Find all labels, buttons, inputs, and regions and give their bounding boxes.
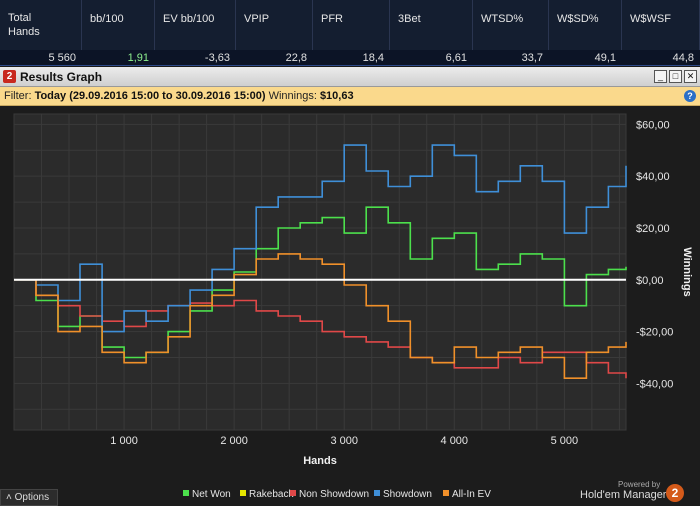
stats-value-2: -3,63 (204, 52, 230, 64)
options-button[interactable]: ˄ Options (0, 489, 58, 506)
restore-button[interactable]: □ (669, 70, 682, 83)
stats-header-4[interactable]: PFR (313, 0, 390, 50)
stats-header-1[interactable]: bb/100 (82, 0, 155, 50)
series-line-showdown (14, 144, 627, 333)
window-title: Results Graph (20, 70, 103, 84)
series-line-net-won (14, 206, 627, 359)
stats-header-0[interactable]: Total Hands (0, 0, 82, 50)
legend-swatch-3 (374, 490, 380, 496)
winnings-value: $10,63 (319, 90, 354, 102)
stats-value-6: 33,7 (521, 52, 543, 64)
legend-label-0: Net Won (192, 489, 231, 500)
app-logo-icon: 2 (3, 70, 16, 83)
legend-label-1: Rakeback (249, 489, 294, 500)
x-tick-label: 3 000 (330, 435, 358, 447)
stats-values-row: 5 560 1,91 -3,63 22,8 18,4 6,61 33,7 49,1 44,8 (0, 50, 700, 66)
legend-label-2: Non Showdown (299, 489, 369, 500)
y-axis-label: Winnings (681, 247, 693, 296)
legend-swatch-1 (240, 490, 246, 496)
stats-header-7[interactable]: W$SD% (549, 0, 622, 50)
stats-value-5: 6,61 (445, 52, 467, 64)
filter-bar: Filter: Today (29.09.2016 15:00 to 30.09… (0, 87, 700, 106)
y-tick-label: -$40,00 (636, 378, 673, 390)
stats-header-2[interactable]: EV bb/100 (155, 0, 236, 50)
stats-value-0: 5 560 (48, 52, 76, 64)
options-label: Options (14, 492, 50, 503)
legend-label-4: All-In EV (452, 489, 491, 500)
stats-value-3: 22,8 (285, 52, 307, 64)
x-tick-label: 4 000 (441, 435, 469, 447)
filter-range[interactable]: Today (29.09.2016 15:00 to 30.09.2016 15… (34, 90, 266, 102)
series-line-all-in-ev (14, 253, 627, 379)
stats-header-6[interactable]: WTSD% (473, 0, 549, 50)
legend-label-3: Showdown (383, 489, 432, 500)
legend-swatch-4 (443, 490, 449, 496)
close-button[interactable]: ✕ (684, 70, 697, 83)
filter-prefix: Filter: (4, 90, 32, 102)
x-axis-label: Hands (303, 455, 337, 467)
stats-header-5[interactable]: 3Bet (390, 0, 473, 50)
help-icon[interactable]: ? (684, 90, 696, 102)
stats-value-4: 18,4 (362, 52, 384, 64)
results-graph-titlebar[interactable]: 2 Results Graph _ □ ✕ (0, 67, 700, 87)
y-tick-label: $0,00 (636, 275, 664, 287)
winnings-label: Winnings: (268, 90, 317, 102)
y-tick-label: $60,00 (636, 119, 670, 131)
legend-swatch-2 (290, 490, 296, 496)
brand-name: Hold'em Manager (580, 489, 667, 501)
stats-header-3[interactable]: VPIP (236, 0, 313, 50)
x-tick-label: 5 000 (551, 435, 579, 447)
x-tick-label: 1 000 (110, 435, 138, 447)
y-tick-label: $40,00 (636, 171, 670, 183)
results-chart: $60,00 $40,00 $20,00 $0,00 -$20,00 -$40,00 1 0… (0, 106, 700, 506)
brand-badge-icon: 2 (666, 484, 684, 502)
powered-by-label: Powered by (618, 480, 661, 489)
stats-value-1: 1,91 (127, 52, 149, 64)
brand-logo: Powered by Hold'em Manager 2 (578, 478, 698, 506)
stats-value-7: 49,1 (594, 52, 616, 64)
y-tick-label: $20,00 (636, 223, 670, 235)
stats-header-8[interactable]: W$WSF (622, 0, 700, 50)
plot-background (13, 113, 627, 431)
minimize-button[interactable]: _ (654, 70, 667, 83)
stats-value-8: 44,8 (672, 52, 694, 64)
stats-header: Total Hands bb/100 EV bb/100 VPIP PFR 3Bet WTSD… (0, 0, 700, 50)
x-tick-label: 2 000 (220, 435, 248, 447)
y-tick-label: -$20,00 (636, 327, 673, 339)
results-chart-svg: $60,00 $40,00 $20,00 $0,00 -$20,00 -$40,00 1 0… (13, 113, 693, 500)
options-chevron-icon: ˄ (6, 492, 15, 503)
legend-swatch-0 (183, 490, 189, 496)
